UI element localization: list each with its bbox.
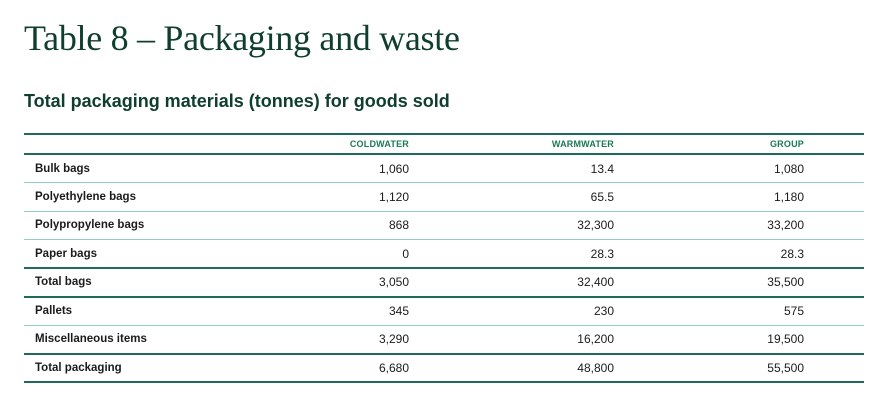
coldwater-value: 3,290 (378, 332, 409, 346)
warmwater-value: 48,800 (577, 360, 614, 375)
warmwater-value: 230 (593, 304, 614, 318)
table-row: Polypropylene bags 868 32,300 33,200 (24, 211, 864, 240)
row-spacer (804, 240, 864, 269)
row-spacer (804, 154, 864, 183)
group-value: 1,080 (773, 161, 804, 176)
warmwater-value: 65.5 (590, 189, 614, 204)
row-label: Paper bags (35, 247, 97, 260)
coldwater-value: 0 (402, 246, 409, 261)
table-subtitle: Total packaging materials (tonnes) for g… (24, 91, 450, 111)
header-label (24, 134, 234, 154)
coldwater-value: 1,120 (378, 189, 409, 204)
table-row: Polyethylene bags 1,120 65.5 1,180 (24, 183, 864, 212)
table-row-total: Total packaging 6,680 48,800 55,500 (24, 354, 864, 383)
header-coldwater: COLDWATER (349, 139, 409, 149)
header-spacer (804, 134, 864, 154)
coldwater-value: 345 (388, 304, 409, 318)
warmwater-value: 32,300 (577, 218, 614, 233)
group-value: 28.3 (780, 246, 804, 261)
row-spacer (804, 211, 864, 240)
row-spacer (804, 297, 864, 326)
warmwater-value: 32,400 (577, 275, 614, 290)
header-warmwater: WARMWATER (551, 139, 614, 149)
group-value: 575 (783, 304, 804, 318)
header-group: GROUP (769, 139, 804, 149)
packaging-table: COLDWATER WARMWATER GROUP Bulk bags 1,06… (24, 133, 864, 383)
group-value: 1,180 (773, 189, 804, 204)
row-label: Total bags (35, 276, 92, 289)
row-spacer (804, 325, 864, 354)
row-label: Miscellaneous items (35, 333, 147, 345)
coldwater-value: 1,060 (378, 161, 409, 176)
row-label: Total packaging (35, 361, 122, 374)
row-label: Polyethylene bags (35, 190, 136, 203)
warmwater-value: 28.3 (590, 246, 614, 261)
group-value: 35,500 (767, 275, 804, 290)
row-spacer (804, 354, 864, 383)
row-label: Pallets (35, 305, 73, 317)
table-row: Pallets 345 230 575 (24, 297, 864, 326)
group-value: 33,200 (767, 218, 804, 233)
row-label: Polypropylene bags (35, 219, 145, 232)
warmwater-value: 16,200 (577, 332, 614, 346)
coldwater-value: 868 (388, 218, 409, 233)
table-row: Paper bags 0 28.3 28.3 (24, 240, 864, 269)
table-row: Miscellaneous items 3,290 16,200 19,500 (24, 325, 864, 354)
table-header-row: COLDWATER WARMWATER GROUP (24, 134, 864, 154)
coldwater-value: 6,680 (378, 360, 409, 375)
group-value: 55,500 (767, 360, 804, 375)
row-spacer (804, 268, 864, 297)
warmwater-value: 13.4 (590, 161, 614, 176)
row-spacer (804, 183, 864, 212)
group-value: 19,500 (767, 332, 804, 346)
row-label: Bulk bags (35, 162, 90, 175)
coldwater-value: 3,050 (378, 275, 409, 290)
table-row-total: Total bags 3,050 32,400 35,500 (24, 268, 864, 297)
table-row: Bulk bags 1,060 13.4 1,080 (24, 154, 864, 183)
page-title: Table 8 – Packaging and waste (24, 18, 460, 58)
